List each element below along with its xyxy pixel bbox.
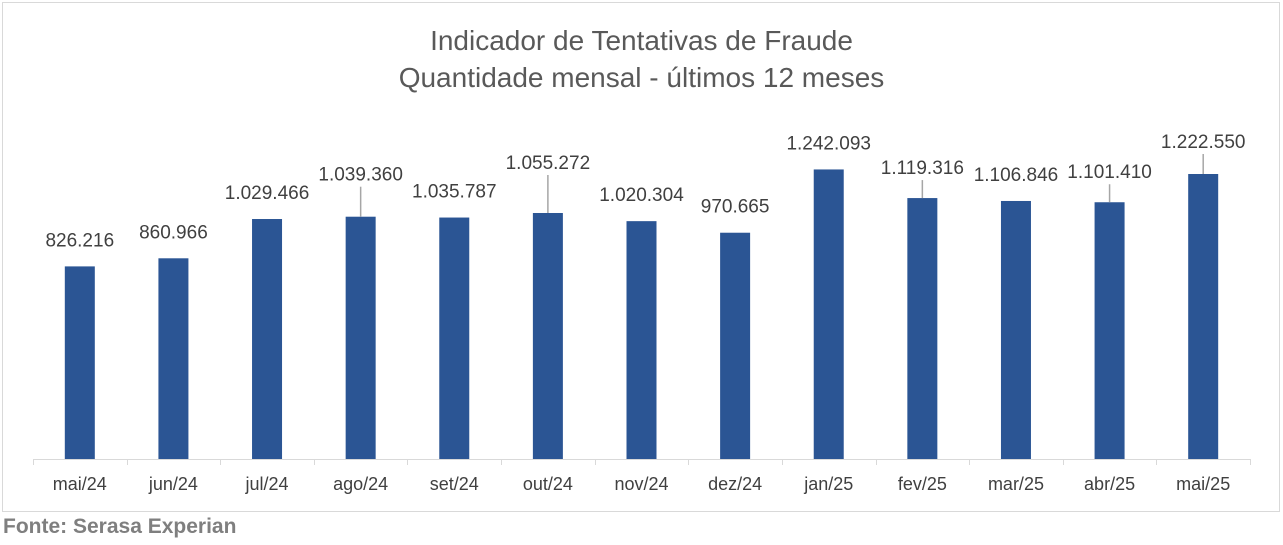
data-label: 1.020.304 [599, 185, 684, 206]
data-label: 860.966 [139, 222, 208, 243]
data-label: 1.055.272 [506, 153, 591, 174]
data-label: 1.242.093 [786, 133, 871, 154]
data-label: 1.039.360 [318, 165, 403, 186]
x-tick-label: jul/24 [245, 474, 289, 494]
bar [626, 221, 657, 459]
bar [813, 169, 844, 460]
x-tick-label: jan/25 [803, 474, 853, 494]
data-label: 1.222.550 [1161, 132, 1246, 153]
chart-title: Indicador de Tentativas de Fraude [430, 25, 853, 56]
bar [1094, 202, 1125, 459]
bar [907, 198, 938, 459]
data-label: 970.665 [701, 197, 770, 218]
x-tick-label: out/24 [523, 474, 573, 494]
bar-chart: 826.216 mai/24 860.966 jun/24 1.029.466 jul/2… [33, 132, 1251, 494]
chart-frame [2, 2, 1280, 512]
bar [252, 219, 283, 459]
chart-title-block: Indicador de Tentativas de Fraude Quanti… [0, 22, 1283, 96]
bar [532, 212, 563, 459]
x-tick-label: jun/24 [148, 474, 198, 494]
x-tick-label: mai/24 [53, 474, 107, 494]
data-label: 1.101.410 [1067, 162, 1152, 183]
data-label: 1.106.846 [974, 165, 1059, 186]
bar [1000, 200, 1031, 459]
bar [1188, 174, 1219, 459]
data-label: 826.216 [45, 230, 114, 251]
x-tick-label: set/24 [430, 474, 479, 494]
bar [345, 216, 376, 459]
chart-subtitle: Quantidade mensal - últimos 12 meses [398, 62, 885, 93]
x-tick-label: fev/25 [898, 474, 947, 494]
x-tick-label: ago/24 [333, 474, 388, 494]
data-label: 1.119.316 [881, 158, 964, 179]
bar [158, 258, 189, 459]
x-tick-label: mar/25 [988, 474, 1044, 494]
source-note: Fonte: Serasa Experian [3, 515, 237, 538]
x-tick-label: abr/25 [1084, 474, 1135, 494]
bar [720, 232, 751, 459]
x-tick-label: mai/25 [1176, 474, 1230, 494]
x-tick-label: dez/24 [708, 474, 762, 494]
bar [64, 266, 95, 459]
data-label: 1.035.787 [412, 182, 497, 203]
x-tick-label: nov/24 [614, 474, 668, 494]
bar [439, 217, 470, 459]
data-label: 1.029.466 [225, 183, 310, 204]
